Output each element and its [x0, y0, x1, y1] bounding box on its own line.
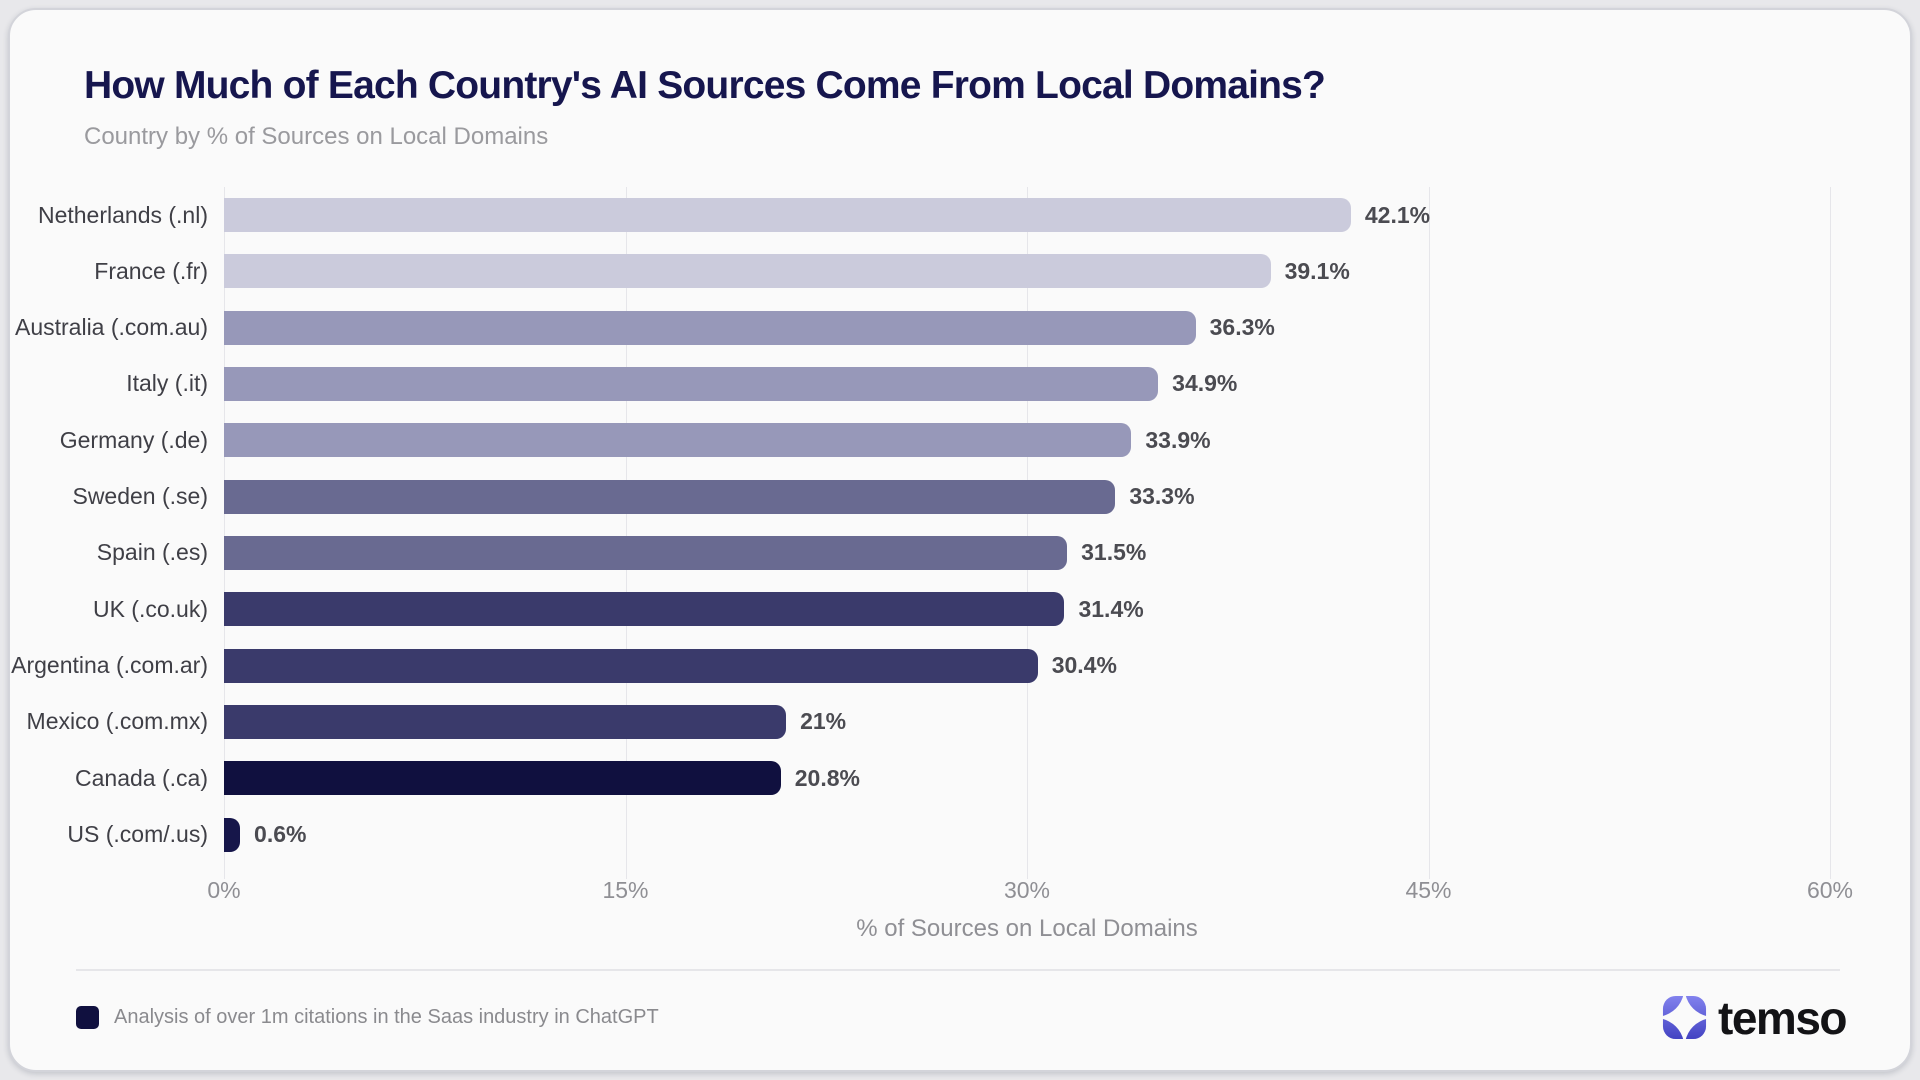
bar-row: Argentina (.com.ar) 30.4%	[10, 637, 1830, 693]
bar-value: 36.3%	[1209, 314, 1275, 341]
bar-rows: Netherlands (.nl) 42.1% France (.fr) 39.…	[10, 187, 1910, 863]
row-label: France (.fr)	[94, 257, 208, 284]
page-subtitle: Country by % of Sources on Local Domains	[84, 122, 549, 150]
bar-track: 31.4%	[224, 592, 1830, 627]
x-tick-label: 30%	[1003, 876, 1051, 903]
bar-row: Spain (.es) 31.5%	[10, 525, 1830, 581]
row-label: Argentina (.com.ar)	[11, 652, 208, 679]
bar-row: US (.com/.us) 0.6%	[10, 806, 1830, 862]
bar	[224, 648, 1038, 683]
sparkle-icon	[1661, 994, 1709, 1042]
row-label: Canada (.ca)	[75, 764, 208, 791]
row-label: US (.com/.us)	[67, 821, 208, 848]
bar-track: 33.9%	[224, 423, 1830, 458]
bar-row: Mexico (.com.mx) 21%	[10, 694, 1830, 750]
bar-value: 21%	[800, 708, 847, 735]
bar	[224, 592, 1065, 627]
bar-value: 42.1%	[1364, 201, 1431, 228]
bar-row: Sweden (.se) 33.3%	[10, 468, 1830, 524]
chart-header: How Much of Each Country's AI Sources Co…	[10, 10, 1910, 151]
bar-track: 20.8%	[224, 761, 1830, 796]
bar-row: Canada (.ca) 20.8%	[10, 750, 1830, 806]
row-label: Mexico (.com.mx)	[26, 708, 208, 735]
bar-value: 33.3%	[1129, 483, 1195, 510]
logo-text: temso	[1718, 991, 1847, 1044]
bar-track: 0.6%	[224, 817, 1830, 852]
footer: Analysis of over 1m citations in the Saa…	[10, 971, 1910, 1045]
bar-track: 30.4%	[224, 648, 1830, 683]
bar-row: Italy (.it) 34.9%	[10, 356, 1830, 412]
x-tick-label: 45%	[1405, 876, 1452, 903]
x-axis-title: % of Sources on Local Domains	[856, 914, 1198, 942]
legend-label: Analysis of over 1m citations in the Saa…	[114, 1006, 659, 1029]
row-label: Netherlands (.nl)	[37, 201, 208, 228]
legend: Analysis of over 1m citations in the Saa…	[76, 1006, 659, 1030]
bar-row: Netherlands (.nl) 42.1%	[10, 187, 1830, 243]
row-label: Germany (.de)	[59, 426, 208, 453]
bar-row: UK (.co.uk) 31.4%	[10, 581, 1830, 637]
bar-value: 20.8%	[794, 764, 860, 791]
bar	[224, 817, 241, 852]
row-label: Australia (.com.au)	[14, 314, 208, 341]
bar-value: 31.4%	[1078, 595, 1144, 622]
bar-value: 0.6%	[254, 821, 307, 848]
x-axis-ticks: 0% 15% 30% 45% 60%	[207, 863, 1853, 911]
legend-swatch	[76, 1006, 99, 1030]
x-tick-label: 60%	[1806, 876, 1854, 903]
bar-value: 30.4%	[1051, 652, 1117, 679]
row-label: Spain (.es)	[96, 539, 208, 566]
bar	[224, 366, 1159, 401]
bar-track: 21%	[224, 704, 1830, 739]
bar-track: 31.5%	[224, 535, 1830, 570]
row-label: Italy (.it)	[126, 370, 208, 397]
bar-track: 39.1%	[224, 254, 1830, 289]
bar-row: Australia (.com.au) 36.3%	[10, 300, 1830, 356]
bar-value: 39.1%	[1284, 257, 1350, 284]
bar-value: 34.9%	[1172, 370, 1238, 397]
page-title: How Much of Each Country's AI Sources Co…	[84, 64, 1326, 107]
bar	[224, 423, 1132, 458]
bar	[224, 310, 1196, 345]
row-label: Sweden (.se)	[72, 483, 208, 510]
bar	[224, 704, 787, 739]
bar-value: 31.5%	[1081, 539, 1147, 566]
x-tick-label: 0%	[207, 876, 241, 903]
bar-track: 36.3%	[224, 310, 1830, 345]
bar-row: France (.fr) 39.1%	[10, 243, 1830, 299]
bar	[224, 479, 1116, 514]
bar-row: Germany (.de) 33.9%	[10, 412, 1830, 468]
bar-track: 34.9%	[224, 366, 1830, 401]
row-label: UK (.co.uk)	[92, 595, 208, 622]
bar-chart: Netherlands (.nl) 42.1% France (.fr) 39.…	[10, 186, 1910, 943]
bar	[224, 198, 1351, 232]
chart-card: How Much of Each Country's AI Sources Co…	[8, 8, 1912, 1072]
bar	[224, 761, 781, 796]
brand-logo: temso	[1661, 991, 1847, 1045]
bar-value: 33.9%	[1145, 426, 1211, 453]
bar	[224, 535, 1068, 570]
footer-divider	[76, 968, 1840, 971]
x-tick-label: 15%	[602, 876, 649, 903]
bar	[224, 254, 1271, 289]
bar-track: 33.3%	[224, 479, 1830, 514]
bar-track: 42.1%	[224, 198, 1830, 232]
